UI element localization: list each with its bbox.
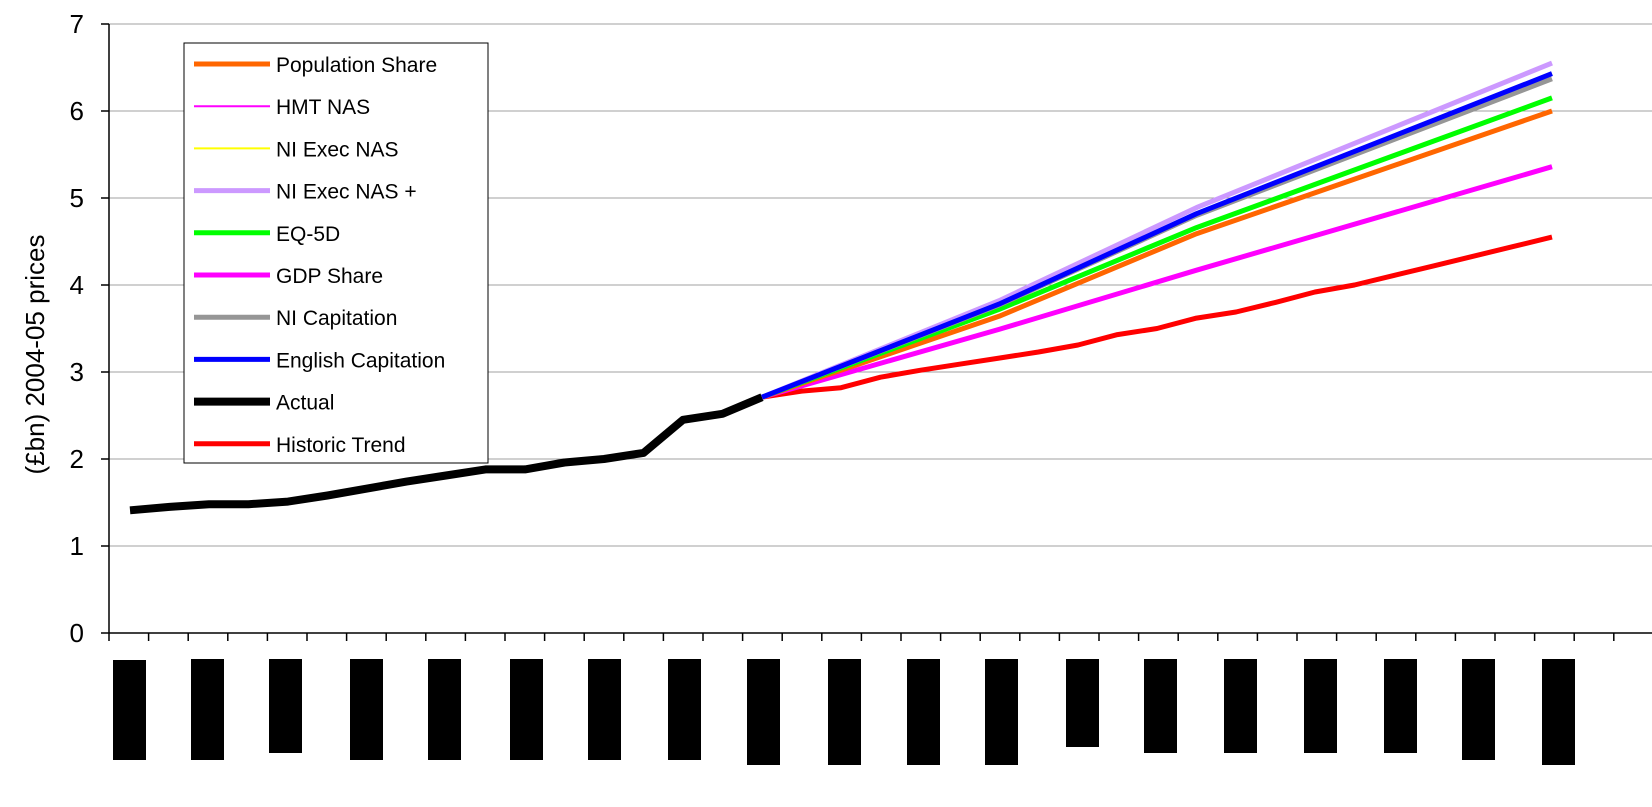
- y-tick-labels: 0 1 2 3 4 5 6 7: [70, 9, 84, 648]
- x-tick-label-block: [668, 659, 701, 760]
- series-line-actual: [129, 393, 764, 515]
- x-tick-label-block: [191, 659, 224, 760]
- y-tick-label: 5: [70, 183, 84, 213]
- x-tick-label-block: [113, 660, 146, 760]
- y-tick-label: 0: [70, 618, 84, 648]
- legend-label: Actual: [276, 392, 334, 415]
- y-tick-label: 3: [70, 357, 84, 387]
- y-tick-label: 4: [70, 270, 84, 300]
- x-tick-label-block: [269, 659, 302, 753]
- legend-label: English Capitation: [276, 349, 445, 372]
- x-tick-label-block: [588, 659, 621, 760]
- x-tick-label-block: [510, 659, 543, 760]
- y-tick-label: 1: [70, 531, 84, 561]
- legend-label: NI Exec NAS: [276, 138, 399, 161]
- x-tick-label-block: [828, 659, 861, 765]
- legend-label: Population Share: [276, 54, 437, 77]
- x-tick-label-block: [1304, 659, 1337, 753]
- legend-label: Historic Trend: [276, 434, 406, 457]
- x-tick-label-block: [907, 659, 940, 765]
- legend-label: NI Exec NAS +: [276, 181, 417, 204]
- x-tick-label-block: [1144, 659, 1177, 753]
- series-line-population-share: [761, 108, 1553, 400]
- series-line-english-capitation: [761, 71, 1553, 400]
- x-tick-label-block: [1542, 659, 1575, 765]
- x-tick-label-block: [428, 659, 461, 760]
- y-tick-label: 7: [70, 9, 84, 39]
- legend-label: NI Capitation: [276, 307, 397, 330]
- series-lines: [129, 60, 1553, 515]
- x-tick-label-block: [1462, 659, 1495, 760]
- axes: [101, 23, 1652, 641]
- y-tick-label: 2: [70, 444, 84, 474]
- series-line-historic-trend: [761, 234, 1553, 400]
- legend: Population Share HMT NAS NI Exec NAS NI Exe…: [183, 42, 489, 464]
- legend-label: HMT NAS: [276, 96, 370, 119]
- legend-box: [183, 42, 489, 464]
- x-tick-label-block: [1224, 659, 1257, 753]
- x-tick-label-block: [350, 659, 383, 760]
- x-tick-label-block: [985, 659, 1018, 765]
- series-line-gdp-share: [761, 164, 1553, 400]
- x-axis-labels-obscured: [113, 659, 1575, 765]
- legend-label: GDP Share: [276, 265, 383, 288]
- y-tick-label: 6: [70, 96, 84, 126]
- x-tick-label-block: [1066, 659, 1099, 747]
- y-axis-label: (£bn) 2004-05 prices: [20, 235, 50, 475]
- legend-label: EQ-5D: [276, 223, 340, 246]
- x-tick-label-block: [1384, 659, 1417, 753]
- x-tick-label-block: [747, 659, 780, 765]
